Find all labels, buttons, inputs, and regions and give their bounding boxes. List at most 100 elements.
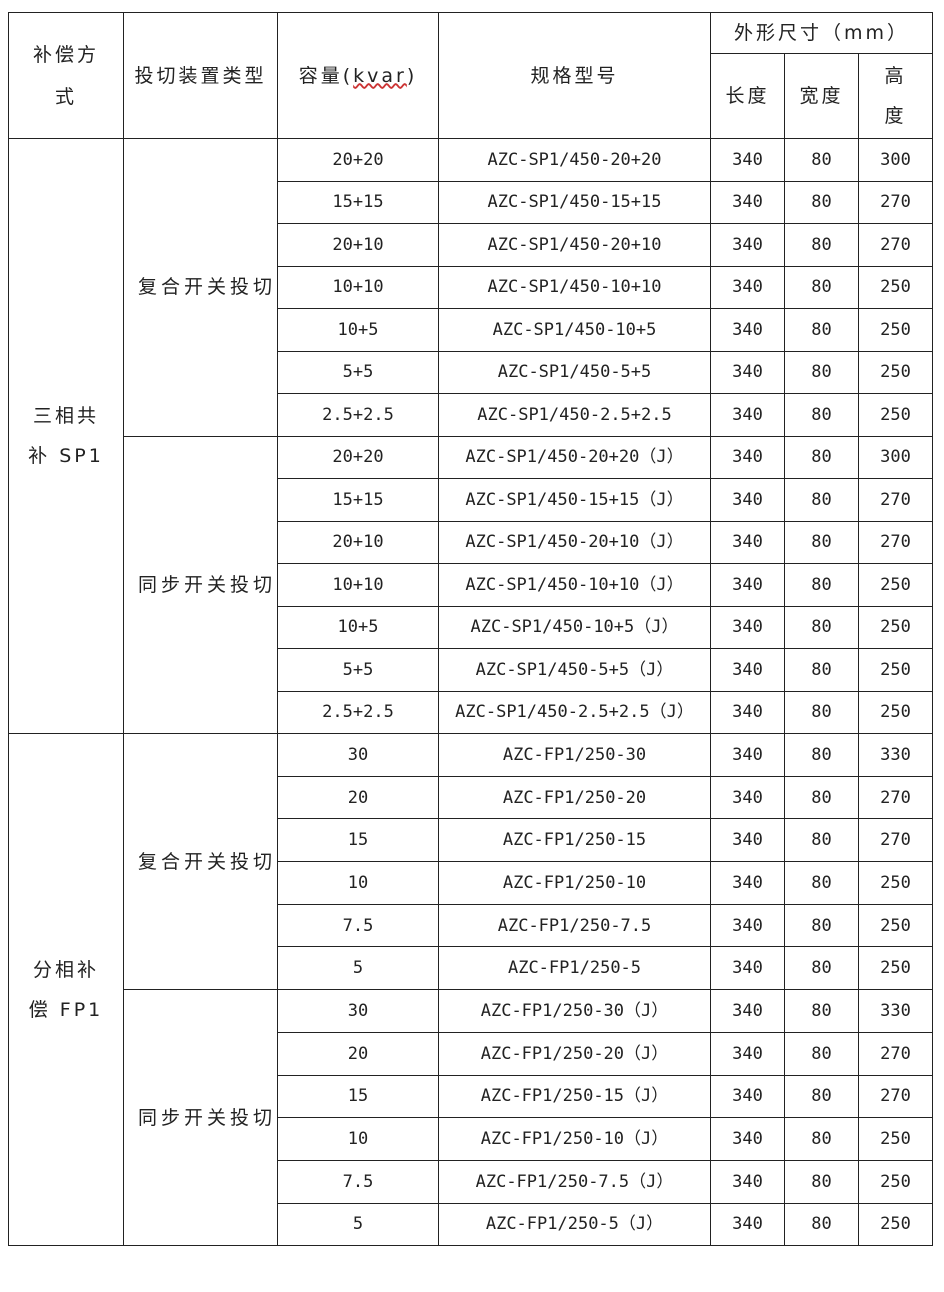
model-cell: AZC-SP1/450-5+5 — [438, 350, 711, 394]
table-body: 三相共补 SP1 复合开关投切 20+20 AZC-SP1/450-20+20 340 8… — [8, 138, 934, 1247]
header-capacity-unit: kvar — [353, 64, 407, 87]
header-capacity-prefix: 容量( — [298, 64, 354, 87]
model-cell: AZC-SP1/450-20+10（J） — [438, 520, 711, 564]
table-row: 15+15 AZC-SP1/450-15+15 340 80 270 — [9, 180, 934, 224]
table-row: 15+15 AZC-SP1/450-15+15（J） 340 80 270 — [9, 478, 934, 522]
header-capacity: 容量(kvar) — [277, 12, 439, 139]
compensation-method-cell: 分相补偿 FP1 — [8, 732, 124, 1247]
length-cell: 340 — [710, 648, 785, 692]
width-cell: 80 — [784, 648, 859, 692]
length-cell: 340 — [710, 861, 785, 905]
table-row: 5+5 AZC-SP1/450-5+5（J） 340 80 250 — [9, 648, 934, 692]
length-cell: 340 — [710, 1159, 785, 1204]
capacity-cell: 5+5 — [277, 350, 439, 394]
height-cell: 270 — [857, 520, 934, 564]
model-cell: AZC-SP1/450-2.5+2.5 — [438, 393, 711, 437]
model-cell: AZC-FP1/250-5（J） — [438, 1202, 711, 1247]
width-cell: 80 — [784, 308, 859, 352]
table-row: 10+5 AZC-SP1/450-10+5 340 80 250 — [9, 308, 934, 352]
capacity-cell: 20+10 — [277, 223, 439, 267]
table-row: 同步开关投切 20+20 AZC-SP1/450-20+20（J） 340 80 300 — [9, 435, 934, 734]
length-cell: 340 — [710, 733, 785, 777]
length-cell: 340 — [710, 1031, 785, 1076]
width-cell: 80 — [784, 393, 859, 437]
model-cell: AZC-FP1/250-15 — [438, 818, 711, 863]
length-cell: 340 — [710, 520, 785, 564]
capacity-cell: 10+10 — [277, 265, 439, 309]
width-cell: 80 — [784, 520, 859, 564]
capacity-cell: 20+20 — [277, 435, 439, 479]
height-cell: 270 — [857, 775, 934, 820]
table-row: 10+10 AZC-SP1/450-10+10（J） 340 80 250 — [9, 563, 934, 607]
model-cell: AZC-SP1/450-10+5 — [438, 308, 711, 352]
switch-type-cell: 复合开关投切 — [123, 138, 278, 437]
model-cell: AZC-FP1/250-5 — [438, 946, 711, 991]
width-cell: 80 — [784, 563, 859, 607]
capacity-cell: 7.5 — [277, 903, 439, 948]
model-cell: AZC-SP1/450-20+20（J） — [438, 435, 711, 479]
model-cell: AZC-FP1/250-7.5（J） — [438, 1159, 711, 1204]
width-cell: 80 — [784, 605, 859, 649]
length-cell: 340 — [710, 138, 785, 182]
height-cell: 250 — [857, 350, 934, 394]
table-row: 15 AZC-FP1/250-15 340 80 270 — [9, 818, 934, 863]
length-cell: 340 — [710, 690, 785, 734]
model-cell: AZC-SP1/450-10+10（J） — [438, 563, 711, 607]
model-cell: AZC-SP1/450-5+5（J） — [438, 648, 711, 692]
table-row: 15 AZC-FP1/250-15（J） 340 80 270 — [9, 1074, 934, 1119]
capacity-cell: 10+5 — [277, 308, 439, 352]
length-cell: 340 — [710, 605, 785, 649]
model-cell: AZC-FP1/250-7.5 — [438, 903, 711, 948]
model-cell: AZC-SP1/450-2.5+2.5（J） — [438, 690, 711, 734]
header-width: 宽度 — [784, 53, 859, 139]
model-cell: AZC-SP1/450-10+10 — [438, 265, 711, 309]
model-cell: AZC-SP1/450-10+5（J） — [438, 605, 711, 649]
height-cell: 270 — [857, 818, 934, 863]
table-row: 20+10 AZC-SP1/450-20+10（J） 340 80 270 — [9, 520, 934, 564]
capacity-cell: 20 — [277, 775, 439, 820]
model-cell: AZC-SP1/450-15+15（J） — [438, 478, 711, 522]
capacity-cell: 15 — [277, 1074, 439, 1119]
width-cell: 80 — [784, 818, 859, 863]
width-cell: 80 — [784, 861, 859, 905]
height-cell: 250 — [857, 648, 934, 692]
width-cell: 80 — [784, 1074, 859, 1119]
table-row: 20 AZC-FP1/250-20 340 80 270 — [9, 775, 934, 820]
capacity-cell: 10+5 — [277, 605, 439, 649]
header-model: 规格型号 — [438, 12, 711, 139]
height-cell: 330 — [857, 989, 934, 1033]
capacity-cell: 7.5 — [277, 1159, 439, 1204]
length-cell: 340 — [710, 1074, 785, 1119]
switch-type-cell: 复合开关投切 — [123, 732, 278, 991]
height-cell: 250 — [857, 605, 934, 649]
capacity-cell: 15+15 — [277, 478, 439, 522]
table-row: 分相补偿 FP1 复合开关投切 30 AZC-FP1/250-30 340 80 330 — [8, 732, 934, 1247]
table-row: 2.5+2.5 AZC-SP1/450-2.5+2.5 340 80 250 — [9, 393, 934, 437]
model-cell: AZC-FP1/250-15（J） — [438, 1074, 711, 1119]
width-cell: 80 — [784, 138, 859, 182]
table-row: 7.5 AZC-FP1/250-7.5（J） 340 80 250 — [9, 1159, 934, 1204]
capacity-cell: 2.5+2.5 — [277, 690, 439, 734]
capacity-cell: 10+10 — [277, 563, 439, 607]
length-cell: 340 — [710, 989, 785, 1033]
width-cell: 80 — [784, 733, 859, 777]
model-cell: AZC-SP1/450-15+15 — [438, 180, 711, 224]
width-cell: 80 — [784, 946, 859, 991]
length-cell: 340 — [710, 478, 785, 522]
width-cell: 80 — [784, 1202, 859, 1247]
width-cell: 80 — [784, 223, 859, 267]
model-cell: AZC-FP1/250-20（J） — [438, 1031, 711, 1076]
width-cell: 80 — [784, 1031, 859, 1076]
width-cell: 80 — [784, 1117, 859, 1161]
length-cell: 340 — [710, 1117, 785, 1161]
width-cell: 80 — [784, 989, 859, 1033]
width-cell: 80 — [784, 690, 859, 734]
table-row: 三相共补 SP1 复合开关投切 20+20 AZC-SP1/450-20+20 340 8… — [8, 138, 934, 734]
table-row: 20 AZC-FP1/250-20（J） 340 80 270 — [9, 1031, 934, 1076]
table-row: 5 AZC-FP1/250-5 340 80 250 — [9, 946, 934, 991]
model-cell: AZC-FP1/250-10（J） — [438, 1117, 711, 1161]
height-cell: 250 — [857, 1159, 934, 1204]
height-cell: 330 — [857, 733, 934, 777]
table-row: 5 AZC-FP1/250-5（J） 340 80 250 — [9, 1202, 934, 1247]
length-cell: 340 — [710, 180, 785, 224]
